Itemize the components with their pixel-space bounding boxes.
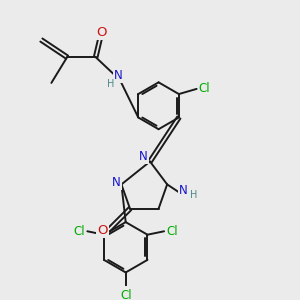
Text: Cl: Cl <box>199 82 210 95</box>
Text: H: H <box>190 190 197 200</box>
Text: N: N <box>139 150 148 163</box>
Text: N: N <box>112 176 121 190</box>
Text: Cl: Cl <box>166 225 178 238</box>
Text: N: N <box>114 69 123 82</box>
Text: O: O <box>96 26 107 39</box>
Text: H: H <box>107 79 115 89</box>
Text: N: N <box>179 184 188 197</box>
Text: Cl: Cl <box>74 225 85 238</box>
Text: O: O <box>97 224 107 237</box>
Text: Cl: Cl <box>120 289 131 300</box>
